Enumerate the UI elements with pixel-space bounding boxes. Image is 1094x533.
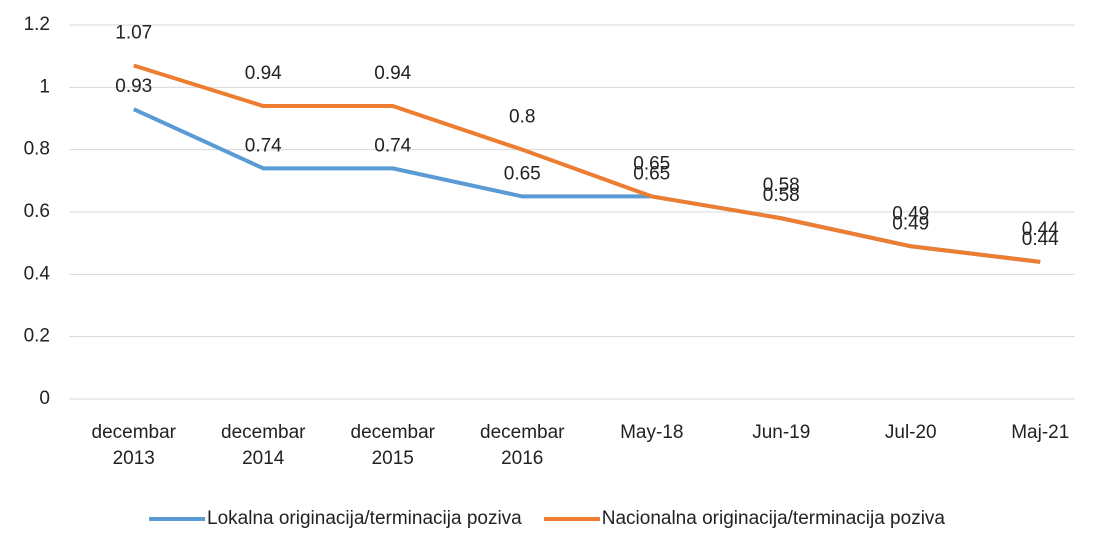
data-label: 0.58 [763, 185, 800, 206]
data-label: 0.58 [763, 175, 800, 196]
line-series [133, 63, 1041, 264]
y-tick-label: 0.2 [24, 326, 50, 347]
legend: Lokalna originacija/terminacija poziva Na… [0, 508, 1094, 530]
data-label: 0.74 [374, 135, 411, 156]
legend-swatch [543, 517, 600, 521]
x-tick-label: decembar 2014 [221, 422, 306, 469]
x-tick-label: decembar 2013 [91, 422, 177, 469]
x-tick-label: Jul-20 [884, 422, 937, 443]
y-tick-label: 0.6 [24, 201, 50, 222]
y-tick-label: 1 [39, 76, 50, 97]
y-tick-label: 0 [39, 388, 50, 409]
data-label: 0.44 [1022, 229, 1059, 250]
y-tick-label: 1.2 [24, 14, 50, 35]
data-label: 0.94 [374, 63, 411, 84]
x-tick-label: decembar 2015 [350, 422, 436, 469]
data-label: 0.74 [245, 135, 282, 156]
data-label: 0.65 [633, 153, 670, 174]
x-tick-label: Maj-21 [1011, 422, 1070, 443]
data-label: 0.44 [1022, 219, 1059, 240]
legend-item: Nacionalna originacija/terminacija poziv… [543, 508, 945, 530]
y-tick-label: 0.4 [24, 263, 51, 284]
data-label: 0.8 [509, 107, 535, 128]
x-tick-label: May-18 [620, 422, 684, 443]
data-label: 1.07 [115, 23, 152, 44]
legend-swatch [149, 517, 206, 521]
data-label: 0.49 [892, 203, 929, 224]
x-tick-label: decembar 2016 [480, 422, 565, 469]
data-label: 0.49 [892, 213, 929, 234]
data-label: 0.65 [504, 163, 541, 184]
legend-label: Lokalna originacija/terminacija poziva [207, 508, 522, 529]
legend-label: Nacionalna originacija/terminacija poziv… [601, 508, 945, 529]
line-series [132, 107, 1041, 264]
y-tick-label: 0.8 [24, 139, 50, 160]
x-tick-label: Jun-19 [752, 422, 811, 443]
data-label: 0.94 [245, 63, 282, 84]
legend-item: Lokalna originacija/terminacija poziva [149, 508, 522, 530]
data-label: 0.65 [633, 163, 670, 184]
data-label: 0.93 [115, 76, 152, 97]
